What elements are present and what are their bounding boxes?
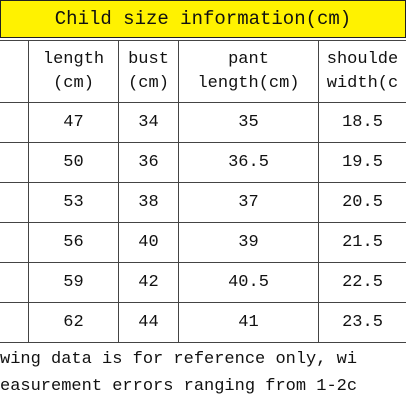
table-border [0, 182, 406, 183]
header-cell: pant length(cm) [179, 41, 318, 102]
table-cell: 22.5 [342, 272, 383, 292]
header-cell: bust (cm) [119, 41, 178, 102]
table-cell: 56 [63, 232, 84, 252]
header-text: length(cm) [197, 73, 300, 93]
table-cell: 36 [138, 152, 159, 172]
table-cell: 50 [63, 152, 84, 172]
header-text: shoulde [326, 49, 399, 69]
table-cell: 35 [238, 112, 259, 132]
table-cell: 44 [138, 312, 159, 332]
table-cell: 40 [138, 232, 159, 252]
title: Child size information(cm) [0, 0, 406, 38]
table-cell: 23.5 [342, 312, 383, 332]
table-cell: 59 [63, 272, 84, 292]
table-border [118, 40, 119, 342]
header-text: pant [228, 49, 269, 69]
table-cell: 42 [138, 272, 159, 292]
table-cell: 47 [63, 112, 84, 132]
table-border [318, 40, 319, 342]
table-border [0, 142, 406, 143]
table-cell: 39 [238, 232, 259, 252]
header-text: width(c [326, 73, 399, 93]
table-cell: 20.5 [342, 192, 383, 212]
table-cell: 53 [63, 192, 84, 212]
table-cell: 40.5 [228, 272, 269, 292]
table-cell: 37 [238, 192, 259, 212]
header-text: (cm) [53, 73, 94, 93]
table-cell: 38 [138, 192, 159, 212]
header-text: length [42, 49, 105, 69]
table-border [0, 302, 406, 303]
table-border [0, 342, 406, 343]
note-line: wing data is for reference only, wi [0, 350, 358, 369]
header-cell: shoulde width(c [319, 41, 406, 102]
table-border [28, 40, 29, 342]
table-cell: 41 [238, 312, 259, 332]
table-cell: 18.5 [342, 112, 383, 132]
table-border [0, 222, 406, 223]
table-cell: 19.5 [342, 152, 383, 172]
table-cell: 21.5 [342, 232, 383, 252]
table-border [0, 102, 406, 103]
note-line: easurement errors ranging from 1-2c [0, 377, 358, 396]
table-cell: 36.5 [228, 152, 269, 172]
table-border [0, 262, 406, 263]
header-text: (cm) [128, 73, 169, 93]
header-cell: length (cm) [29, 41, 118, 102]
table-border [0, 40, 406, 41]
header-text: bust [128, 49, 169, 69]
table-cell: 62 [63, 312, 84, 332]
table-border [178, 40, 179, 342]
table-cell: 34 [138, 112, 159, 132]
